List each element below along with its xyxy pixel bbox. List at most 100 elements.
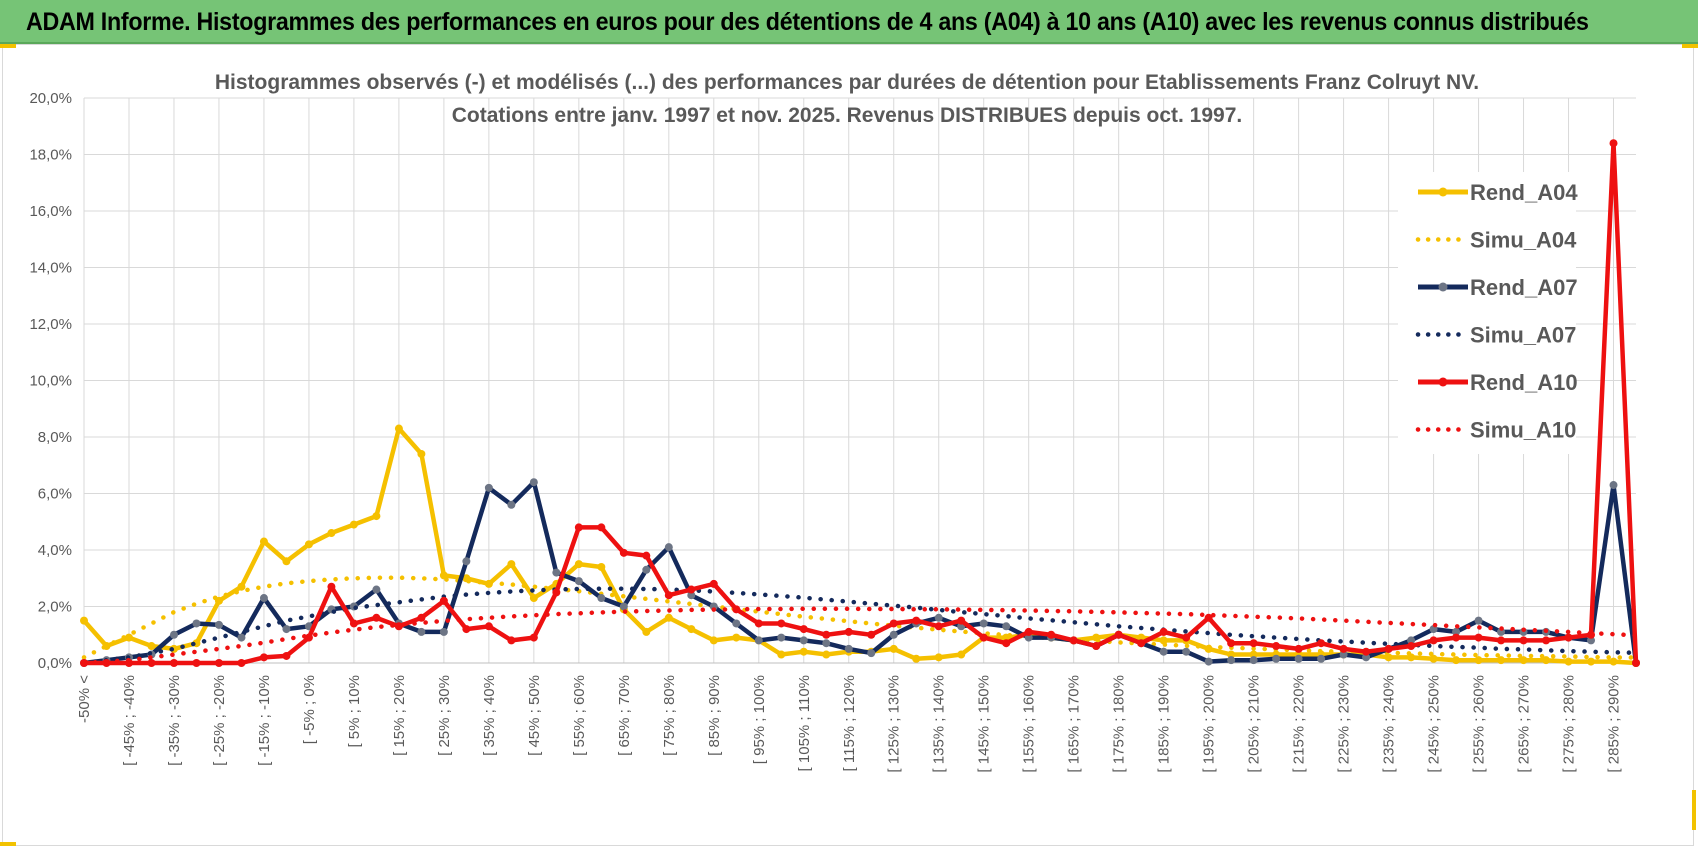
point-Rend_A07 <box>1362 653 1371 662</box>
x-axis: -50% < [ -45% ; -40% [ -35% ; -30% [ -25% ;… <box>76 662 1636 773</box>
point-Rend_A10 <box>1317 639 1326 648</box>
point-Rend_A10 <box>1047 630 1056 639</box>
point-Rend_A10 <box>642 551 651 560</box>
point-Rend_A10 <box>664 591 673 600</box>
point-Rend_A07 <box>507 500 516 509</box>
point-Rend_A07 <box>1407 636 1416 645</box>
point-Rend_A10 <box>867 630 876 639</box>
legend-background <box>1398 172 1576 454</box>
x-tick-label: [ 255% ; 260% <box>1471 675 1488 773</box>
x-tick-label: [ 115% ; 120% <box>841 675 858 771</box>
y-tick-label: 12,0% <box>29 316 72 333</box>
header-banner: ADAM Informe. Histogrammes des performan… <box>0 0 1698 44</box>
y-tick-label: 2,0% <box>38 599 72 616</box>
x-tick-label: [ 155% ; 160% <box>1021 675 1038 773</box>
y-tick-label: 8,0% <box>38 429 72 446</box>
corner-accent <box>1692 790 1696 830</box>
point-Rend_A04 <box>304 540 313 549</box>
point-Rend_A10 <box>1227 639 1236 648</box>
point-Rend_A10 <box>777 619 786 628</box>
point-Rend_A04 <box>237 582 246 591</box>
series-Simu_A07 <box>81 586 1639 666</box>
x-tick-label: [ 25% ; 30% <box>436 675 453 756</box>
legend-item-Simu_A04: Simu_A04 <box>1415 228 1577 253</box>
point-Rend_A10 <box>552 588 561 597</box>
point-Rend_A10 <box>394 622 403 631</box>
point-Rend_A04 <box>934 653 943 662</box>
y-tick-label: 20,0% <box>29 90 72 107</box>
legend-item-Rend_A04: Rend_A04 <box>1418 180 1578 205</box>
point-Rend_A04 <box>1519 656 1528 665</box>
point-Rend_A10 <box>1632 659 1640 667</box>
point-Rend_A07 <box>574 577 583 586</box>
point-Rend_A07 <box>1317 654 1326 663</box>
point-Rend_A04 <box>597 562 606 571</box>
point-Rend_A07 <box>1339 650 1348 659</box>
x-tick-label: [ 95% ; 100% <box>751 675 768 764</box>
x-tick-label: [ 265% ; 270% <box>1516 675 1533 773</box>
point-Rend_A04 <box>507 560 516 569</box>
y-tick-label: 4,0% <box>38 542 72 559</box>
point-Rend_A07 <box>439 627 448 636</box>
x-tick-label: [ 5% ; 10% <box>346 675 363 748</box>
point-Rend_A10 <box>1159 627 1168 636</box>
point-Rend_A10 <box>529 633 538 642</box>
point-Rend_A10 <box>1339 644 1348 653</box>
point-Rend_A10 <box>1024 627 1033 636</box>
legend-item-Rend_A07: Rend_A07 <box>1418 275 1578 300</box>
x-tick-label: [ 55% ; 60% <box>571 675 588 756</box>
point-Rend_A04 <box>1227 650 1236 659</box>
x-tick-label: [ -5% ; 0% <box>301 675 318 744</box>
point-Rend_A07 <box>529 478 538 487</box>
point-Rend_A10 <box>979 633 988 642</box>
point-Rend_A10 <box>439 596 448 605</box>
point-Rend_A07 <box>822 639 831 648</box>
series-Rend_A07 <box>80 478 1640 667</box>
corner-accent <box>0 44 16 48</box>
point-Rend_A07 <box>282 625 291 634</box>
point-Rend_A10 <box>484 622 493 631</box>
legend-item-Simu_A10: Simu_A10 <box>1415 418 1576 443</box>
x-tick-label: [ -25% ; -20% <box>211 675 228 766</box>
legend-item-Simu_A07: Simu_A07 <box>1415 323 1576 348</box>
x-tick-label: [ -35% ; -30% <box>166 675 183 766</box>
point-Rend_A07 <box>934 613 943 622</box>
point-Rend_A04 <box>1542 656 1551 665</box>
legend-marker <box>1438 377 1448 387</box>
point-Rend_A04 <box>1474 656 1483 665</box>
point-Rend_A10 <box>1384 644 1393 653</box>
chart-frame <box>2 44 1694 846</box>
point-Rend_A04 <box>124 633 133 642</box>
point-Rend_A04 <box>1159 636 1168 645</box>
point-Rend_A07 <box>192 619 201 628</box>
legend: Rend_A04 Simu_A04 Rend_A07 Simu_A07 Rend_A10… <box>1415 180 1578 443</box>
point-Rend_A07 <box>754 636 763 645</box>
point-Rend_A10 <box>1452 633 1461 642</box>
point-Rend_A07 <box>1474 616 1483 625</box>
point-Rend_A04 <box>732 633 741 642</box>
point-Rend_A10 <box>934 622 943 631</box>
y-tick-label: 14,0% <box>29 260 72 277</box>
x-tick-label: [ 275% ; 280% <box>1561 675 1578 773</box>
point-Rend_A04 <box>1429 654 1438 663</box>
point-Rend_A07 <box>1609 481 1618 490</box>
point-Rend_A07 <box>1249 656 1258 665</box>
point-Rend_A10 <box>799 625 808 634</box>
point-Rend_A04 <box>957 650 966 659</box>
point-Rend_A07 <box>1587 636 1596 645</box>
point-Rend_A07 <box>664 543 673 552</box>
legend-label: Simu_A07 <box>1470 323 1576 348</box>
point-Rend_A10 <box>912 616 921 625</box>
y-tick-label: 6,0% <box>38 486 72 503</box>
point-Rend_A07 <box>1182 647 1191 656</box>
point-Rend_A04 <box>799 647 808 656</box>
x-tick-label: [ 15% ; 20% <box>391 675 408 756</box>
y-tick-label: 10,0% <box>29 373 72 390</box>
point-Rend_A07 <box>552 568 561 577</box>
series-Rend_A10 <box>80 139 1640 667</box>
point-Rend_A04 <box>1384 653 1393 662</box>
point-Rend_A10 <box>1474 633 1483 642</box>
point-Rend_A04 <box>1137 633 1146 642</box>
point-Rend_A07 <box>1227 656 1236 665</box>
point-Rend_A07 <box>237 633 246 642</box>
